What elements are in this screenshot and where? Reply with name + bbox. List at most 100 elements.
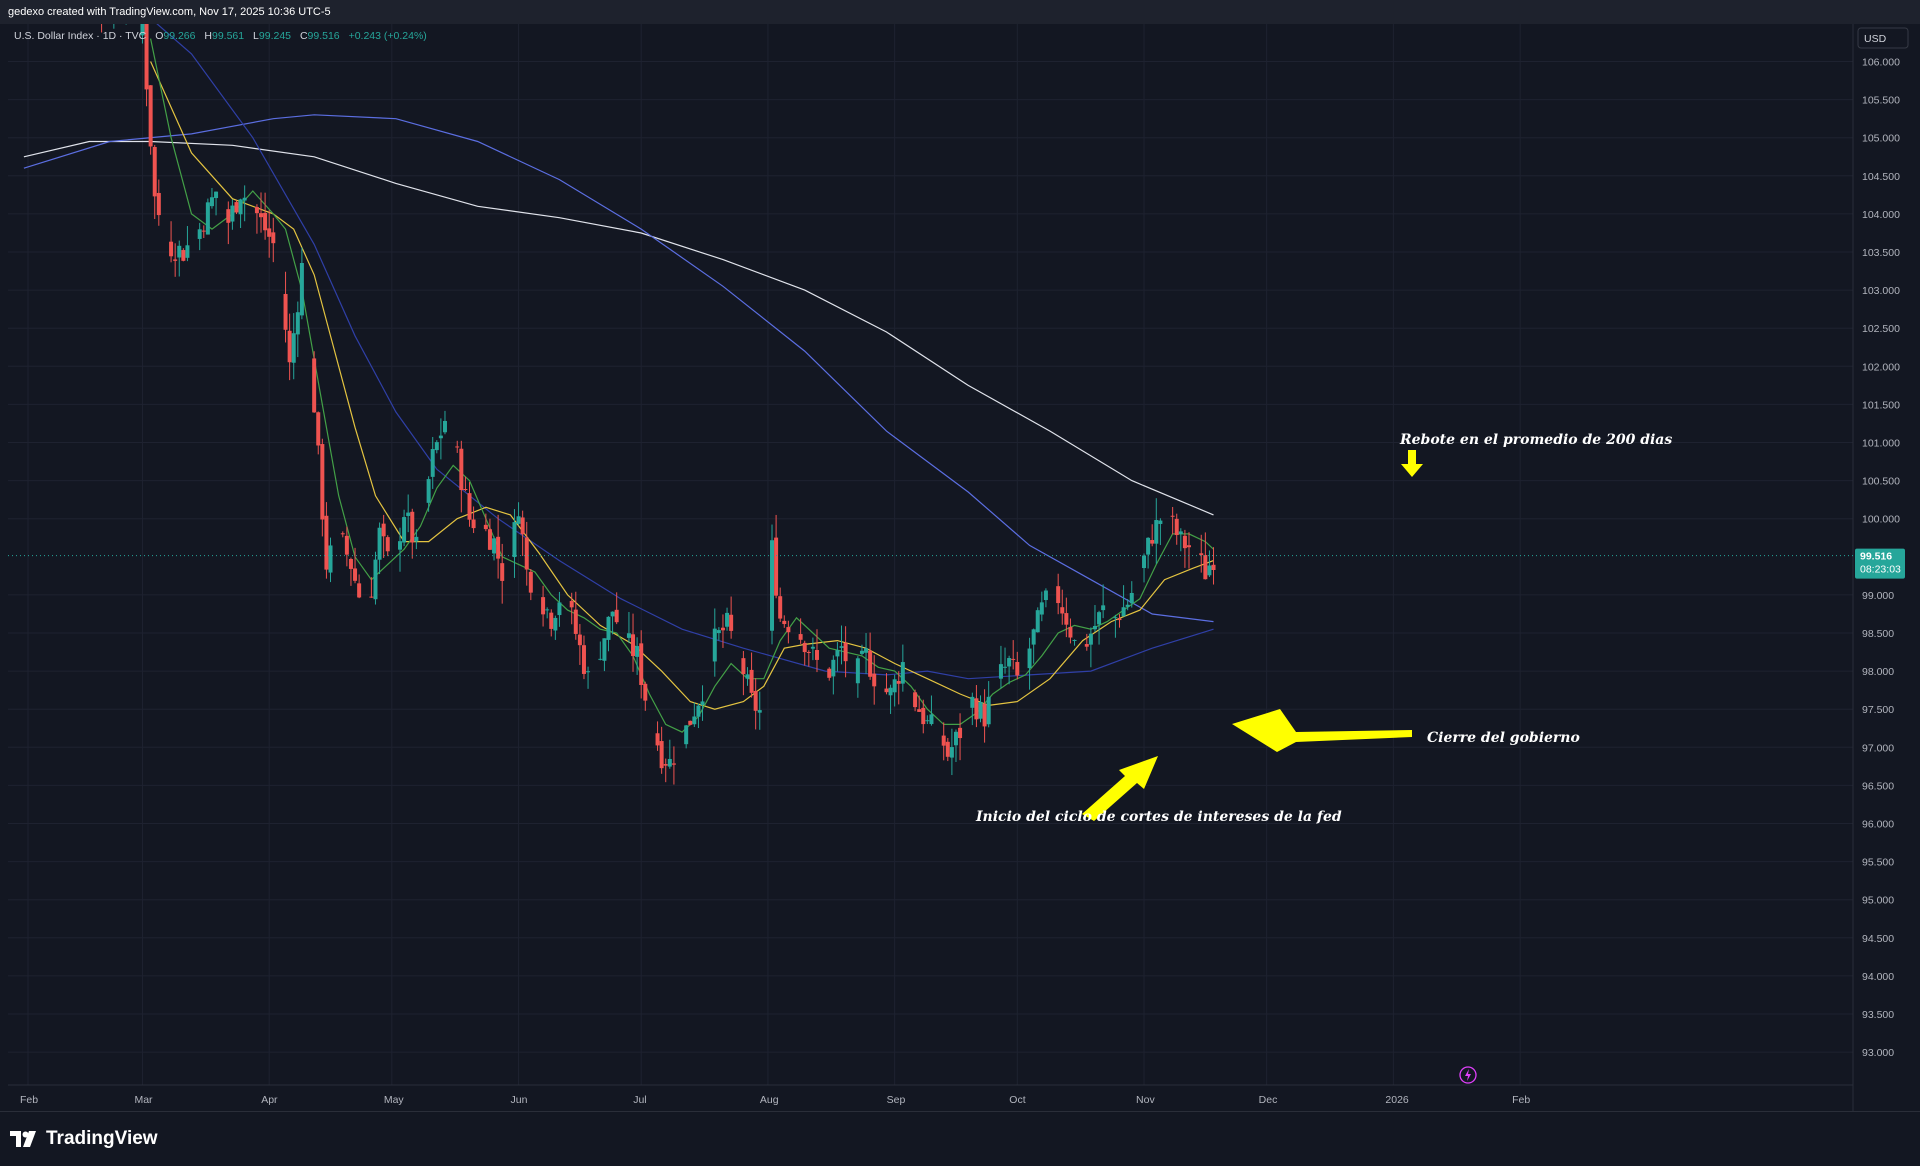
credit-text: gedexo created with TradingView.com, Nov… xyxy=(8,6,331,18)
candle-up xyxy=(859,650,864,654)
y-tick-label: 104.000 xyxy=(1862,209,1900,221)
y-tick-label: 93.000 xyxy=(1862,1047,1894,1059)
lightning-icon[interactable] xyxy=(1459,1066,1477,1084)
price-chart[interactable]: 106.000 105.500 105.000 104.500 104.000 103.5… xyxy=(0,24,1920,1111)
currency-button[interactable]: USD xyxy=(1857,27,1909,49)
candle-down xyxy=(1068,626,1073,638)
candle-up xyxy=(712,628,717,662)
candle-down xyxy=(369,596,374,598)
candle-up xyxy=(606,616,611,640)
candle-down xyxy=(287,330,292,363)
candle-up xyxy=(684,725,689,745)
candle-up xyxy=(1043,590,1048,601)
price-axis[interactable]: 106.000 105.500 105.000 104.500 104.000 103.5… xyxy=(1862,57,1900,1060)
candle-down xyxy=(663,764,668,766)
candle-down xyxy=(581,645,586,674)
candle-up xyxy=(238,199,243,215)
candle-down xyxy=(144,24,149,90)
candle-down xyxy=(1117,618,1122,621)
y-tick-label: 106.000 xyxy=(1862,57,1900,69)
candle-up xyxy=(209,197,214,207)
candle-down xyxy=(169,241,174,257)
candle-up xyxy=(667,758,672,767)
candle-down xyxy=(868,650,873,677)
candle-up xyxy=(1142,555,1147,569)
tradingview-logo[interactable]: TradingView xyxy=(10,1128,158,1150)
x-tick-label: Nov xyxy=(1136,1094,1155,1106)
candle-down xyxy=(152,147,157,197)
candle-down xyxy=(945,741,950,757)
candle-up xyxy=(692,716,697,725)
candle-down xyxy=(843,642,848,662)
tradingview-logo-icon xyxy=(10,1131,36,1147)
x-tick-label: Mar xyxy=(134,1094,153,1106)
candle-up xyxy=(553,617,558,631)
sma-50-line xyxy=(156,24,1214,680)
candle-up xyxy=(810,646,815,649)
candle-up xyxy=(291,333,296,363)
candle-down xyxy=(774,537,779,596)
candle-down xyxy=(753,690,758,711)
candle-down xyxy=(1182,535,1187,549)
y-tick-label: 96.000 xyxy=(1862,819,1894,831)
candle-down xyxy=(1174,518,1179,536)
candle-up xyxy=(492,538,497,554)
candle-down xyxy=(487,529,492,550)
candle-down xyxy=(913,692,918,708)
candle-up xyxy=(1072,639,1077,641)
candle-up xyxy=(1003,666,1008,668)
symbol-name: U.S. Dollar Index · 1D · TVC xyxy=(14,30,147,42)
candle-up xyxy=(214,191,219,199)
candle-down xyxy=(1011,658,1016,660)
candle-up xyxy=(430,449,435,477)
candle-down xyxy=(483,524,488,530)
candle-down xyxy=(827,668,832,678)
candle-down xyxy=(643,683,648,701)
y-tick-label: 93.500 xyxy=(1862,1009,1894,1021)
y-tick-label: 101.500 xyxy=(1862,399,1900,411)
open-value: 99.266 xyxy=(163,30,195,42)
sma-200-line xyxy=(23,140,1214,516)
candle-down xyxy=(1170,515,1175,517)
sma-100-line xyxy=(23,114,1214,623)
footer: TradingView xyxy=(0,1111,1920,1166)
candle-down xyxy=(896,681,901,684)
candle-down xyxy=(659,741,664,769)
candle-up xyxy=(438,435,443,439)
candle-up xyxy=(855,658,860,684)
candle-up xyxy=(700,701,705,706)
x-tick-label: 2026 xyxy=(1385,1094,1409,1106)
candle-up xyxy=(696,705,701,717)
candle-up xyxy=(185,245,190,258)
candle-down xyxy=(569,600,574,608)
grid xyxy=(8,24,1853,1085)
x-tick-label: Jul xyxy=(633,1094,646,1106)
candle-down xyxy=(528,571,533,593)
x-tick-label: Feb xyxy=(20,1094,38,1106)
y-tick-label: 104.500 xyxy=(1862,171,1900,183)
x-tick-label: Aug xyxy=(760,1094,779,1106)
candle-down xyxy=(639,643,644,685)
candle-down xyxy=(348,558,353,569)
y-tick-label: 101.000 xyxy=(1862,438,1900,450)
y-tick-label: 95.000 xyxy=(1862,895,1894,907)
candle-down xyxy=(749,669,754,693)
y-tick-label: 105.000 xyxy=(1862,133,1900,145)
candle-down xyxy=(884,688,889,693)
candle-down xyxy=(234,202,239,213)
y-tick-label: 98.000 xyxy=(1862,666,1894,678)
candle-down xyxy=(541,597,546,615)
candle-down xyxy=(496,536,501,559)
candle-down xyxy=(524,537,529,570)
close-value: 99.516 xyxy=(308,30,340,42)
time-axis[interactable]: Feb Mar Apr May Jun Jul Aug Sep Oct Nov Dec 2026 Feb xyxy=(20,1094,1530,1106)
candle-up xyxy=(925,720,930,722)
candle-up xyxy=(1097,612,1102,625)
candle-up xyxy=(402,517,407,543)
candle-up xyxy=(373,559,378,600)
candle-up xyxy=(1158,520,1163,524)
candle-down xyxy=(1203,554,1208,580)
candle-up xyxy=(1031,629,1036,645)
y-tick-label: 100.000 xyxy=(1862,514,1900,526)
y-tick-label: 102.500 xyxy=(1862,323,1900,335)
